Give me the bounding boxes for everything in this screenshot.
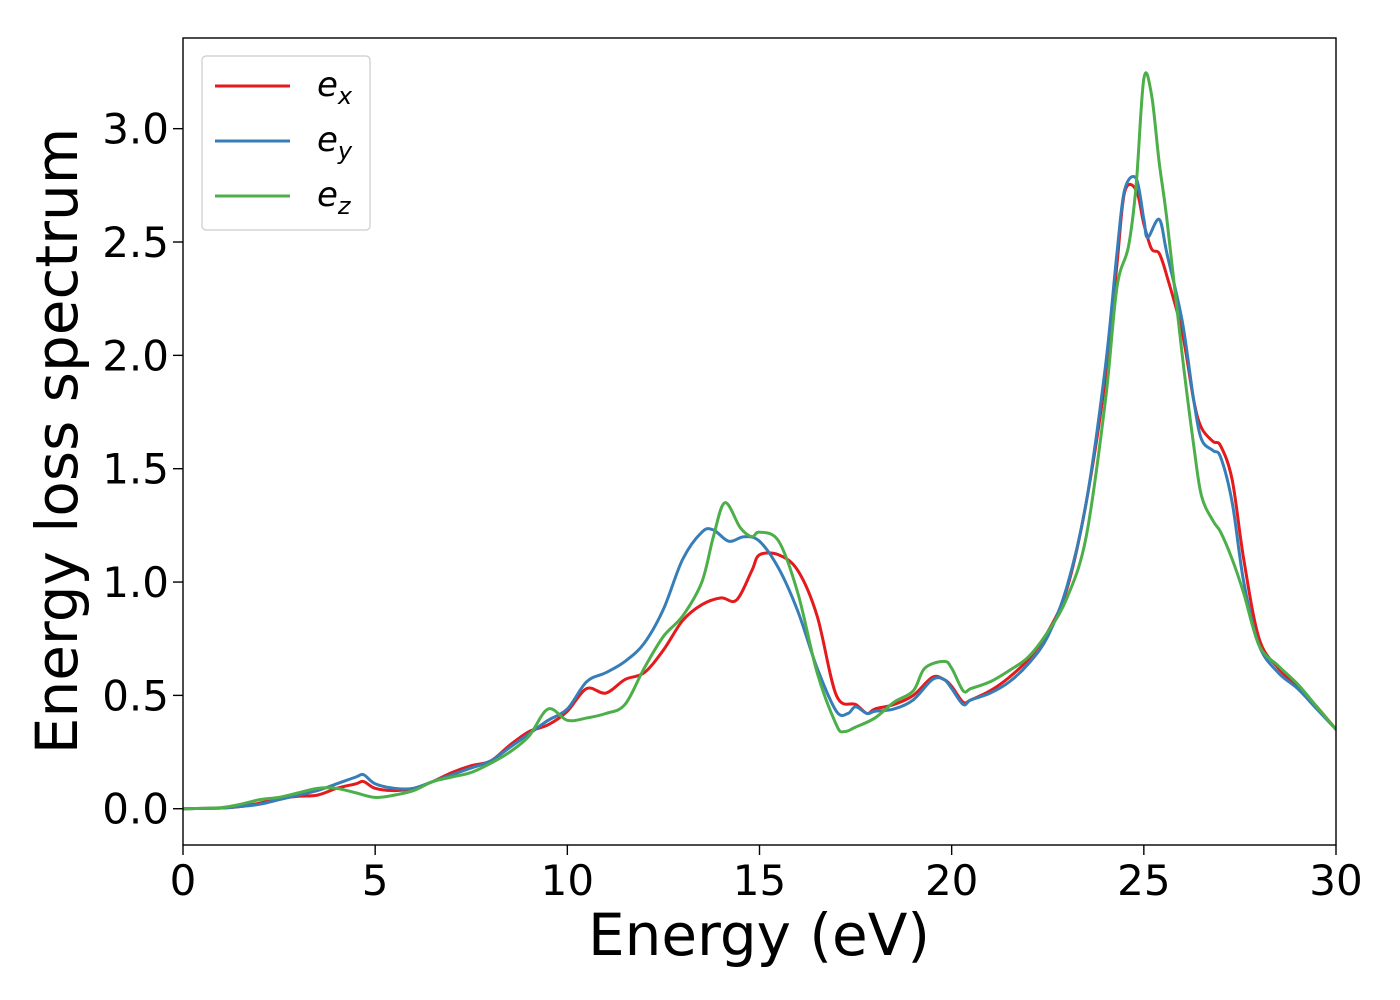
y-tick-label: 1.0 <box>102 558 169 607</box>
series-line-e-y <box>183 174 1336 811</box>
y-tick-label: 2.5 <box>102 218 169 267</box>
x-axis-label: Energy (eV) <box>588 901 930 969</box>
x-tick-label: 15 <box>733 856 786 905</box>
series-layer <box>183 71 1336 811</box>
x-tick-label: 0 <box>170 856 197 905</box>
y-tick-label: 0.5 <box>102 671 169 720</box>
legend: ex ey ez <box>201 55 371 231</box>
y-tick-label: 0.0 <box>102 785 169 834</box>
legend-label-e-y: ey <box>317 120 353 165</box>
x-axis-ticks: 0 5 10 15 20 25 30 <box>170 845 1363 905</box>
x-tick-label: 5 <box>362 856 389 905</box>
x-tick-label: 25 <box>1117 856 1170 905</box>
y-tick-label: 3.0 <box>102 105 169 154</box>
y-axis-ticks: 0.0 0.5 1.0 1.5 2.0 2.5 3.0 <box>102 105 183 834</box>
x-tick-label: 30 <box>1309 856 1362 905</box>
y-axis-label: Energy loss spectrum <box>23 128 91 754</box>
legend-box <box>201 55 371 231</box>
y-tick-label: 2.0 <box>102 331 169 380</box>
legend-label-e-x: ex <box>317 65 353 110</box>
y-tick-label: 1.5 <box>102 445 169 494</box>
x-tick-label: 20 <box>925 856 978 905</box>
legend-label-e-z: ez <box>317 175 352 220</box>
x-tick-label: 10 <box>541 856 594 905</box>
series-line-e-z <box>183 71 1336 811</box>
